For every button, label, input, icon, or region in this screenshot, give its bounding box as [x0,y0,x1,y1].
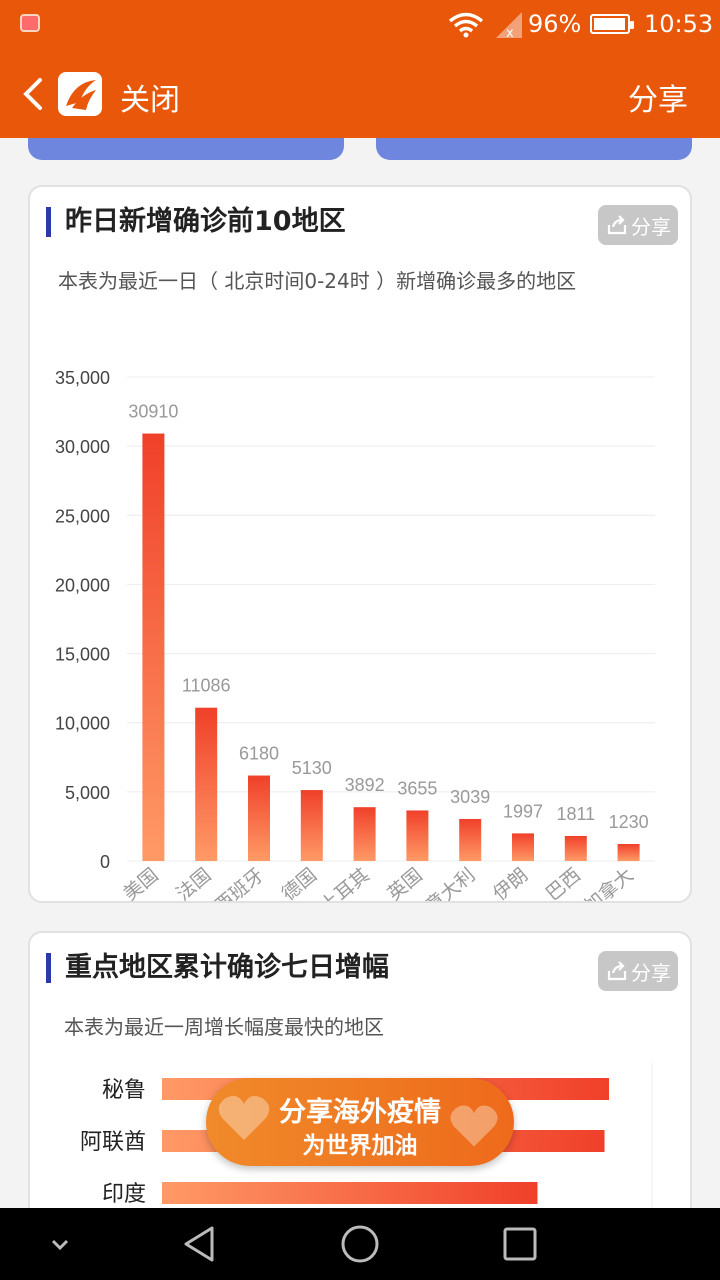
card-subtitle: 本表为最近一周增长幅度最快的地区 [64,1015,384,1039]
recents-square-icon[interactable] [498,1222,542,1266]
bar-value-label: 3892 [345,775,385,795]
system-nav-bar [0,1208,720,1280]
svg-text:x: x [506,26,514,38]
app-logo [58,72,102,116]
share-chip-label: 分享 [631,214,671,239]
x-category-label: 意大利 [422,864,480,901]
bar-value-label: 3039 [450,787,490,807]
x-category-label: 西班牙 [210,864,268,901]
share-promo-button[interactable]: 分享海外疫情 为世界加油 [206,1078,514,1166]
card-title: 重点地区累计确诊七日增幅 [46,953,389,983]
signal-icon: x [496,12,522,38]
status-bar: x 96% 10:53 [0,0,720,50]
card-subtitle: 本表为最近一日（ 北京时间0-24时 ）新增确诊最多的地区 [58,269,577,293]
bar-value-label: 6180 [239,744,279,764]
x-category-label: 伊朗 [489,864,532,901]
row-label: 阿联酋 [80,1130,146,1155]
y-tick-label: 0 [100,852,110,872]
bar-value-label: 1997 [503,801,543,821]
promo-line-1: 分享海外疫情 [279,1097,441,1128]
card-title: 昨日新增确诊前10地区 [46,207,346,237]
share-icon [607,961,627,981]
bar-value-label: 30910 [128,402,178,422]
bar-value-label: 1811 [556,804,595,824]
wifi-icon [448,12,484,38]
seven-day-growth-card: 重点地区累计确诊七日增幅 分享 本表为最近一周增长幅度最快的地区 秘鲁阿联酋印度 [28,931,692,1208]
top10-bar-chart: 0 5,000 10,000 15,000 20,000 25,000 30,000 35,0… [55,368,655,901]
card-share-button[interactable]: 分享 [598,951,678,991]
heart-icon [450,1105,498,1147]
content-scroll[interactable]: 昨日新增确诊前10地区 分享 本表为最近一日（ 北京时间0-24时 ）新增确诊最… [0,138,720,1208]
share-button[interactable]: 分享 [628,83,688,118]
x-category-label: 英国 [383,864,426,901]
hbar-印度[interactable] [162,1182,538,1204]
top-tab-button-right[interactable] [376,138,692,160]
close-button[interactable]: 关闭 [120,83,180,118]
bar-value-label: 11086 [182,676,231,696]
notification-icon [20,14,40,32]
bar-伊朗[interactable] [512,833,534,861]
y-tick-label: 25,000 [55,506,110,526]
row-label: 印度 [102,1182,146,1207]
card-share-button[interactable]: 分享 [598,205,678,245]
bar-value-label: 3655 [397,778,437,798]
y-tick-label: 20,000 [55,575,110,595]
clock: 10:53 [644,10,714,38]
promo-line-2: 为世界加油 [302,1133,418,1159]
bar-value-label: 5130 [292,758,332,778]
top10-new-cases-card: 昨日新增确诊前10地区 分享 本表为最近一日（ 北京时间0-24时 ）新增确诊最… [28,185,692,903]
y-tick-label: 30,000 [55,437,110,457]
bar-意大利[interactable] [459,818,482,861]
bar-西班牙[interactable] [248,775,270,861]
bar-巴西[interactable] [564,835,587,861]
heart-icon [218,1096,270,1140]
home-circle-icon[interactable] [338,1222,382,1266]
y-tick-label: 15,000 [55,645,110,665]
x-category-label: 美国 [119,864,162,901]
bar-法国[interactable] [195,707,218,861]
back-triangle-icon[interactable] [178,1222,222,1266]
x-category-label: 土耳其 [316,864,374,901]
bar-美国[interactable] [142,433,165,861]
y-tick-label: 10,000 [55,714,110,734]
back-arrow-icon[interactable] [14,70,54,118]
bar-土耳其[interactable] [353,807,376,861]
y-tick-label: 5,000 [65,783,110,803]
app-header: 关闭 分享 [0,50,720,138]
x-category-label: 巴西 [542,864,585,901]
share-icon [607,215,627,235]
x-category-label: 加拿大 [579,863,637,901]
battery-icon [590,14,634,34]
top-tab-button-left[interactable] [28,138,344,160]
share-chip-label: 分享 [631,960,671,985]
row-label: 秘鲁 [102,1078,146,1103]
collapse-chevron-icon[interactable] [38,1222,82,1266]
bar-德国[interactable] [300,790,323,861]
bar-加拿大[interactable] [617,843,640,861]
bar-value-label: 1230 [609,812,649,832]
battery-percentage: 96% [528,10,582,38]
y-tick-label: 35,000 [55,368,110,388]
x-category-label: 德国 [278,864,321,901]
bar-英国[interactable] [406,810,429,861]
x-category-label: 法国 [172,864,215,901]
